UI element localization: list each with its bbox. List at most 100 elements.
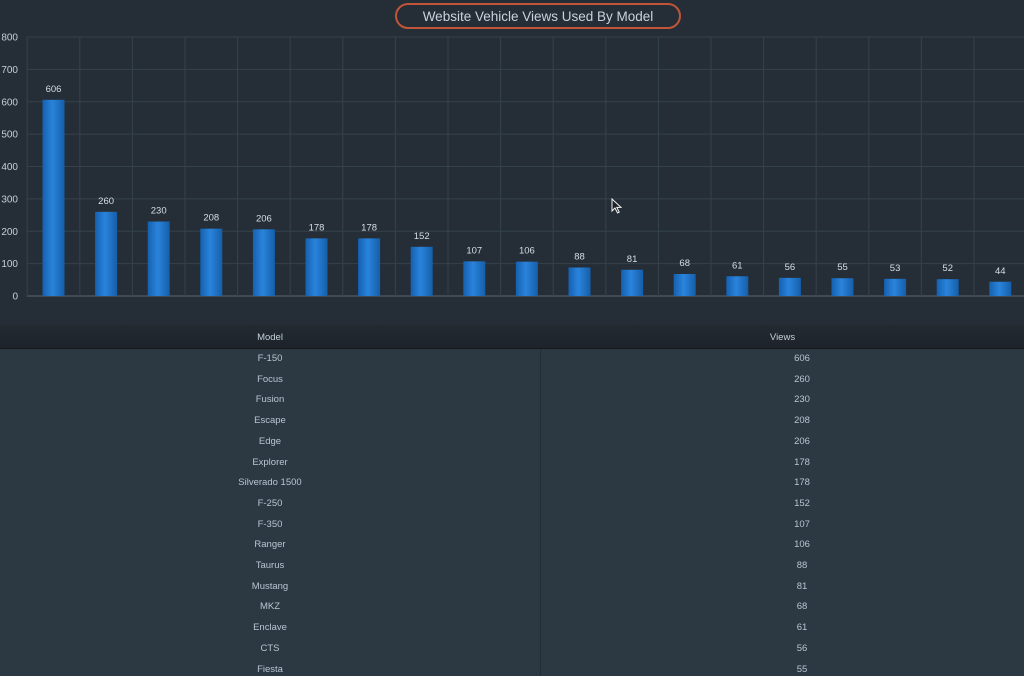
cell-model: CTS [260, 642, 280, 654]
y-tick-label: 500 [1, 130, 18, 141]
cell-views: 606 [794, 353, 810, 364]
cell-views: 230 [794, 394, 810, 406]
bar-series [42, 99, 1012, 297]
cell-views: 178 [794, 477, 810, 489]
cell-model: Focus [257, 373, 283, 385]
bar-value-label: 206 [256, 213, 272, 224]
bar-value-label: 606 [46, 84, 62, 95]
cell-model: F-350 [257, 518, 283, 530]
bar[interactable] [568, 267, 591, 296]
table-row[interactable]: Edge 206 [0, 432, 1024, 453]
bar-value-label: 55 [837, 262, 848, 273]
y-tick-label: 400 [1, 162, 18, 173]
bar[interactable] [410, 246, 433, 296]
chart-title: Website Vehicle Views Used By Model [395, 3, 681, 29]
bar[interactable] [726, 276, 749, 296]
bar[interactable] [358, 238, 381, 296]
bar[interactable] [936, 279, 959, 296]
cell-views: 56 [796, 642, 808, 654]
y-tick-label: 600 [1, 97, 18, 108]
chart-grid [26, 36, 1024, 297]
table-row[interactable]: Enclave 61 [0, 618, 1024, 639]
cell-views: 152 [794, 497, 810, 509]
bar-value-label: 81 [627, 254, 638, 265]
mouse-pointer-icon [611, 198, 623, 214]
bar[interactable] [621, 269, 644, 296]
cell-model: Ranger [254, 539, 286, 551]
bar[interactable] [95, 211, 118, 296]
table-header: Model Views [0, 325, 1024, 349]
table-row[interactable]: Mustang 81 [0, 577, 1024, 598]
bar-value-label: 208 [203, 213, 219, 224]
bar-value-label: 53 [890, 263, 901, 274]
y-tick-label: 300 [1, 194, 18, 205]
table-row[interactable]: Fusion 230 [0, 390, 1024, 411]
bar[interactable] [778, 277, 801, 296]
bar[interactable] [673, 273, 696, 296]
table-row[interactable]: Taurus 88 [0, 556, 1024, 577]
bar[interactable] [515, 261, 538, 296]
bar-value-label: 61 [732, 260, 743, 271]
bar[interactable] [42, 99, 65, 297]
bar-value-label: 68 [679, 258, 690, 269]
table-row[interactable]: Explorer 178 [0, 453, 1024, 474]
table-row[interactable]: Fiesta 55 [0, 660, 1024, 676]
bar-chart: 0 100 200 300 400 500 600 700 800 606 260 230 208 20… [0, 0, 1024, 325]
cell-model: Mustang [251, 580, 289, 592]
y-tick-label: 200 [1, 227, 18, 238]
bar-value-label: 56 [785, 262, 796, 273]
cell-views: 61 [796, 622, 808, 634]
cell-model: F-250 [257, 497, 283, 509]
cell-model: Escape [254, 415, 286, 427]
table-row[interactable]: CTS 56 [0, 639, 1024, 660]
cell-model: MKZ [259, 601, 281, 613]
table-row[interactable]: Escape 208 [0, 411, 1024, 432]
y-axis: 0 100 200 300 400 500 600 700 800 [1, 33, 18, 303]
cell-views: 88 [796, 560, 808, 571]
bar[interactable] [252, 229, 275, 296]
cell-views: 106 [794, 539, 810, 551]
bar-value-label: 107 [466, 245, 482, 256]
cell-views: 206 [794, 435, 810, 447]
table-row[interactable]: Ranger 106 [0, 535, 1024, 556]
bar[interactable] [463, 261, 486, 296]
table-row[interactable]: Silverado 1500 178 [0, 473, 1024, 494]
bar[interactable] [200, 228, 223, 296]
bar-value-label: 260 [98, 196, 114, 207]
bar[interactable] [989, 281, 1012, 296]
table-row[interactable]: F-250 152 [0, 494, 1024, 515]
cell-views: 107 [794, 518, 810, 530]
views-table: Model Views F-150 606 Focus 260 Fusion 230 Esc… [0, 325, 1024, 676]
cell-views: 68 [796, 601, 808, 613]
column-header-views[interactable]: Views [769, 332, 796, 343]
bar-value-label: 178 [361, 222, 377, 233]
bar-value-label: 44 [995, 266, 1006, 277]
cell-model: Taurus [255, 560, 285, 571]
column-header-model[interactable]: Model [257, 332, 283, 343]
bar-value-label: 152 [414, 231, 430, 242]
column-divider [540, 349, 541, 676]
cell-views: 55 [796, 663, 808, 675]
table-row[interactable]: Focus 260 [0, 370, 1024, 391]
table-row[interactable]: MKZ 68 [0, 597, 1024, 618]
bar-value-label: 230 [151, 206, 167, 217]
cell-model: Silverado 1500 [238, 477, 302, 489]
cell-views: 208 [794, 415, 810, 427]
table-row[interactable]: F-150 606 [0, 349, 1024, 370]
y-tick-label: 0 [12, 292, 18, 303]
table-row[interactable]: F-350 107 [0, 515, 1024, 536]
cell-model: Fiesta [257, 663, 283, 675]
bar[interactable] [305, 238, 328, 296]
cell-model: F-150 [257, 353, 283, 364]
bar[interactable] [831, 278, 854, 296]
bar-value-label: 106 [519, 246, 535, 257]
cell-model: Explorer [252, 456, 288, 468]
cell-views: 178 [794, 456, 810, 468]
bar[interactable] [884, 278, 907, 296]
cell-views: 260 [794, 373, 810, 385]
bar[interactable] [147, 221, 170, 296]
cell-views: 81 [796, 580, 808, 592]
bar-value-label: 178 [309, 222, 325, 233]
cell-model: Edge [258, 435, 282, 447]
